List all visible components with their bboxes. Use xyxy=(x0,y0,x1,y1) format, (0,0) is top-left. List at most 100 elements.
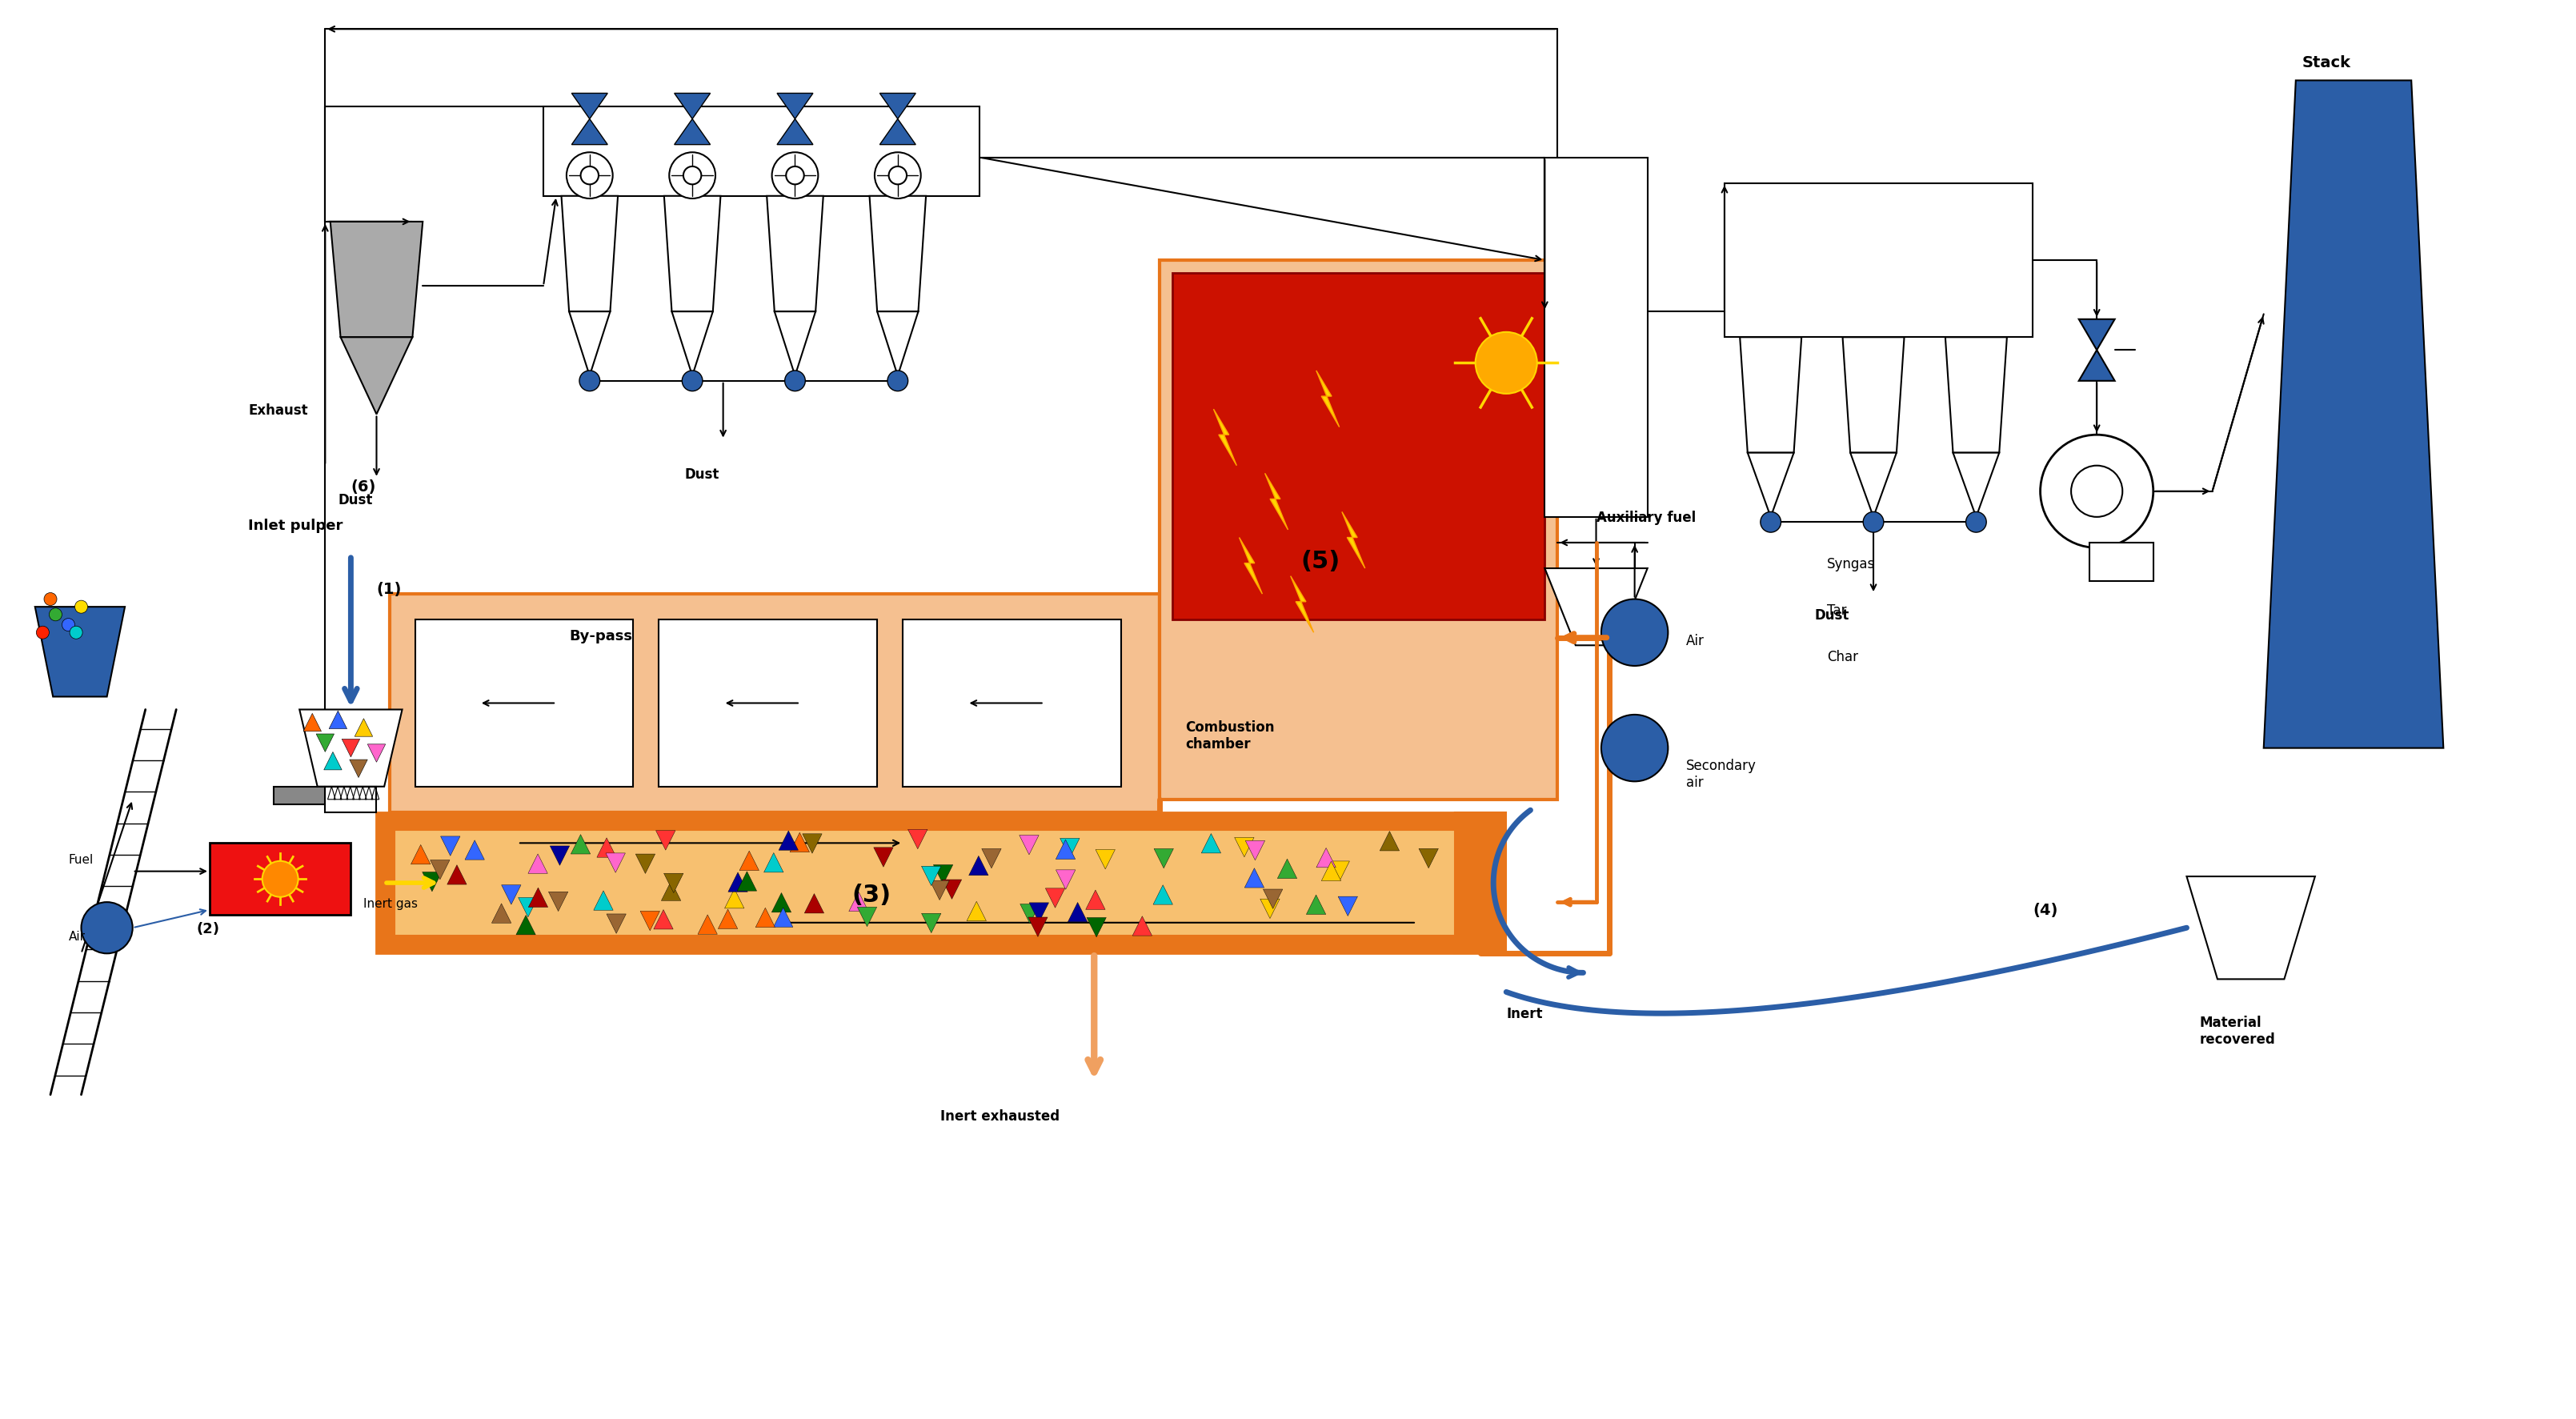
Circle shape xyxy=(75,600,88,613)
Polygon shape xyxy=(665,873,683,893)
Text: (1): (1) xyxy=(376,582,402,597)
Polygon shape xyxy=(2079,319,2115,350)
Polygon shape xyxy=(502,885,520,904)
Text: Tar: Tar xyxy=(1826,603,1847,617)
Polygon shape xyxy=(881,119,914,145)
Polygon shape xyxy=(1953,453,1999,517)
Polygon shape xyxy=(1061,839,1079,858)
Bar xyxy=(209,843,350,915)
Polygon shape xyxy=(572,834,590,854)
Circle shape xyxy=(2040,434,2154,548)
Polygon shape xyxy=(1020,836,1038,854)
Polygon shape xyxy=(605,853,626,873)
Polygon shape xyxy=(698,915,716,934)
Polygon shape xyxy=(636,854,654,874)
Polygon shape xyxy=(943,880,961,900)
Polygon shape xyxy=(1046,888,1064,908)
Text: Inlet pulper: Inlet pulper xyxy=(247,518,343,534)
Polygon shape xyxy=(1244,840,1265,860)
Polygon shape xyxy=(662,881,680,901)
Circle shape xyxy=(82,902,131,954)
Polygon shape xyxy=(1234,837,1255,857)
Polygon shape xyxy=(778,830,799,850)
Bar xyxy=(659,620,878,786)
Polygon shape xyxy=(1154,885,1172,904)
Polygon shape xyxy=(572,94,608,119)
Circle shape xyxy=(2071,465,2123,517)
Text: Dust: Dust xyxy=(685,467,719,481)
Polygon shape xyxy=(515,915,536,935)
Bar xyxy=(394,830,1463,935)
Polygon shape xyxy=(562,196,618,312)
Polygon shape xyxy=(2264,81,2445,748)
Polygon shape xyxy=(933,864,953,884)
Polygon shape xyxy=(719,910,737,929)
Polygon shape xyxy=(340,338,412,414)
Circle shape xyxy=(1965,512,1986,532)
Text: Secondary
air: Secondary air xyxy=(1685,759,1757,790)
Text: Air: Air xyxy=(70,931,85,944)
Text: Auxiliary fuel: Auxiliary fuel xyxy=(1597,511,1695,525)
Polygon shape xyxy=(592,891,613,910)
Polygon shape xyxy=(598,837,616,857)
Polygon shape xyxy=(422,873,443,891)
Polygon shape xyxy=(724,888,744,908)
Circle shape xyxy=(44,593,57,606)
Polygon shape xyxy=(304,714,322,731)
Polygon shape xyxy=(464,840,484,860)
Circle shape xyxy=(62,619,75,631)
Polygon shape xyxy=(778,119,814,145)
Polygon shape xyxy=(325,752,343,771)
Polygon shape xyxy=(675,119,711,145)
Circle shape xyxy=(70,626,82,639)
Polygon shape xyxy=(773,893,791,912)
Polygon shape xyxy=(551,846,569,866)
Bar xyxy=(1546,158,1649,517)
Bar xyxy=(2089,542,2154,582)
Polygon shape xyxy=(1087,918,1105,937)
Polygon shape xyxy=(1381,832,1399,851)
Circle shape xyxy=(683,166,701,184)
Polygon shape xyxy=(672,312,714,376)
Text: Dust: Dust xyxy=(1814,609,1850,623)
Polygon shape xyxy=(350,759,368,778)
Polygon shape xyxy=(1095,850,1115,868)
Polygon shape xyxy=(1154,849,1175,868)
Text: Material
recovered: Material recovered xyxy=(2200,1016,2275,1047)
Circle shape xyxy=(580,370,600,392)
Polygon shape xyxy=(1056,870,1074,890)
Text: (2): (2) xyxy=(196,922,219,937)
Polygon shape xyxy=(1084,890,1105,910)
Polygon shape xyxy=(2187,877,2316,979)
Polygon shape xyxy=(1069,902,1087,922)
Polygon shape xyxy=(1342,512,1365,568)
Bar xyxy=(389,595,1159,812)
Polygon shape xyxy=(1030,902,1048,922)
Polygon shape xyxy=(922,914,940,932)
Polygon shape xyxy=(440,836,461,856)
Polygon shape xyxy=(768,196,824,312)
Polygon shape xyxy=(775,312,817,376)
Polygon shape xyxy=(1842,338,1904,453)
Bar xyxy=(1723,183,2032,338)
Polygon shape xyxy=(1850,453,1896,517)
Bar xyxy=(1172,272,1546,620)
Text: Air: Air xyxy=(1685,634,1705,648)
Polygon shape xyxy=(1133,917,1151,935)
Polygon shape xyxy=(430,860,451,880)
Text: By-pass: By-pass xyxy=(569,629,631,643)
Text: Inert gas: Inert gas xyxy=(363,898,417,910)
Text: Fuel: Fuel xyxy=(70,854,93,866)
Polygon shape xyxy=(1291,576,1314,633)
Text: (6): (6) xyxy=(350,480,376,494)
Bar xyxy=(1159,260,1558,799)
Polygon shape xyxy=(549,891,569,911)
Polygon shape xyxy=(737,871,757,891)
Polygon shape xyxy=(657,830,675,850)
Circle shape xyxy=(786,166,804,184)
Circle shape xyxy=(36,626,49,639)
Polygon shape xyxy=(873,847,894,867)
Polygon shape xyxy=(518,898,538,917)
Polygon shape xyxy=(1546,568,1649,646)
Polygon shape xyxy=(739,851,760,870)
